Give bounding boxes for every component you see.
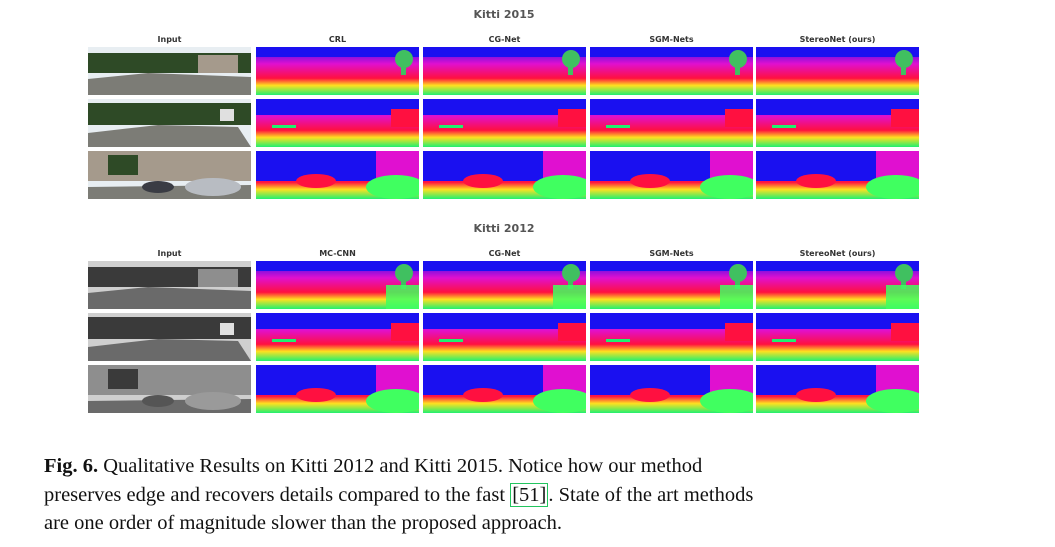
input-photo-graphic bbox=[88, 99, 251, 147]
input-image bbox=[88, 313, 251, 361]
disparity-graphic bbox=[756, 151, 919, 199]
disparity-graphic bbox=[256, 261, 419, 309]
column-label-stereonet: StereoNet (ours) bbox=[799, 249, 876, 258]
disparity-graphic bbox=[590, 365, 753, 413]
disparity-map-image bbox=[256, 313, 419, 361]
disparity-map-image bbox=[256, 365, 419, 413]
disparity-graphic bbox=[756, 99, 919, 147]
caption-line-2: preserves edge and recovers details comp… bbox=[44, 481, 969, 510]
input-image bbox=[88, 47, 251, 95]
input-photo-graphic bbox=[88, 313, 251, 361]
disparity-map-image bbox=[256, 261, 419, 309]
disparity-graphic bbox=[590, 99, 753, 147]
input-image bbox=[88, 365, 251, 413]
disparity-map-image bbox=[423, 261, 586, 309]
disparity-map-image bbox=[756, 261, 919, 309]
disparity-map-image bbox=[590, 99, 753, 147]
disparity-map-image bbox=[756, 313, 919, 361]
disparity-map-image bbox=[423, 151, 586, 199]
input-photo-graphic bbox=[88, 47, 251, 95]
disparity-map-image bbox=[423, 313, 586, 361]
disparity-map-image bbox=[590, 261, 753, 309]
column-label-cg-net: CG-Net bbox=[488, 35, 521, 44]
column-label-sgm-nets: SGM-Nets bbox=[649, 249, 694, 258]
caption-text-1: Qualitative Results on Kitti 2012 and Ki… bbox=[103, 455, 703, 477]
disparity-map-image bbox=[423, 99, 586, 147]
disparity-graphic bbox=[756, 47, 919, 95]
input-photo-graphic bbox=[88, 365, 251, 413]
column-label-mc-cnn: MC-CNN bbox=[319, 249, 356, 258]
disparity-graphic bbox=[423, 313, 586, 361]
disparity-graphic bbox=[256, 313, 419, 361]
column-label-cg-net: CG-Net bbox=[488, 249, 521, 258]
disparity-graphic bbox=[423, 47, 586, 95]
column-label-crl: CRL bbox=[328, 35, 347, 44]
caption-line-1: Fig. 6. Qualitative Results on Kitti 201… bbox=[44, 452, 969, 481]
disparity-graphic bbox=[590, 313, 753, 361]
input-photo-graphic bbox=[88, 151, 251, 199]
disparity-graphic bbox=[256, 47, 419, 95]
column-label-input: Input bbox=[157, 249, 182, 258]
section-title-kitti-2012: Kitti 2012 bbox=[473, 222, 535, 235]
figure-6: Kitti 2015 Input CRL CG-Net SGM-Nets Ste… bbox=[88, 8, 919, 413]
input-image bbox=[88, 99, 251, 147]
caption-text-2a: preserves edge and recovers details comp… bbox=[44, 483, 511, 506]
input-image bbox=[88, 261, 251, 309]
disparity-map-image bbox=[590, 47, 753, 95]
disparity-map-image bbox=[256, 151, 419, 199]
disparity-map-image bbox=[590, 151, 753, 199]
disparity-graphic bbox=[256, 365, 419, 413]
disparity-map-image bbox=[756, 99, 919, 147]
disparity-map-image bbox=[256, 99, 419, 147]
citation-link[interactable]: [51] bbox=[510, 482, 549, 507]
disparity-graphic bbox=[423, 261, 586, 309]
section-title-kitti-2015: Kitti 2015 bbox=[473, 8, 535, 21]
column-label-stereonet: StereoNet (ours) bbox=[799, 35, 876, 44]
disparity-map-image bbox=[756, 151, 919, 199]
column-label-sgm-nets: SGM-Nets bbox=[649, 35, 694, 44]
disparity-graphic bbox=[590, 151, 753, 199]
disparity-graphic bbox=[590, 47, 753, 95]
disparity-graphic bbox=[256, 151, 419, 199]
disparity-map-image bbox=[256, 47, 419, 95]
disparity-graphic bbox=[423, 151, 586, 199]
disparity-graphic bbox=[590, 261, 753, 309]
disparity-map-image bbox=[423, 365, 586, 413]
column-label-input: Input bbox=[157, 35, 182, 44]
disparity-map-image bbox=[756, 365, 919, 413]
disparity-graphic bbox=[423, 99, 586, 147]
disparity-graphic bbox=[756, 313, 919, 361]
caption-text-2b: . State of the art methods bbox=[548, 483, 754, 506]
disparity-map-image bbox=[590, 365, 753, 413]
disparity-map-image bbox=[423, 47, 586, 95]
caption-figure-label: Fig. 6. bbox=[44, 455, 99, 477]
disparity-graphic bbox=[256, 99, 419, 147]
disparity-map-image bbox=[590, 313, 753, 361]
disparity-graphic bbox=[756, 261, 919, 309]
disparity-map-image bbox=[756, 47, 919, 95]
caption-line-3: are one order of magnitude slower than t… bbox=[44, 512, 563, 534]
input-image bbox=[88, 151, 251, 199]
disparity-graphic bbox=[756, 365, 919, 413]
input-photo-graphic bbox=[88, 261, 251, 309]
disparity-graphic bbox=[423, 365, 586, 413]
figure-caption: Fig. 6. Qualitative Results on Kitti 201… bbox=[44, 452, 969, 538]
